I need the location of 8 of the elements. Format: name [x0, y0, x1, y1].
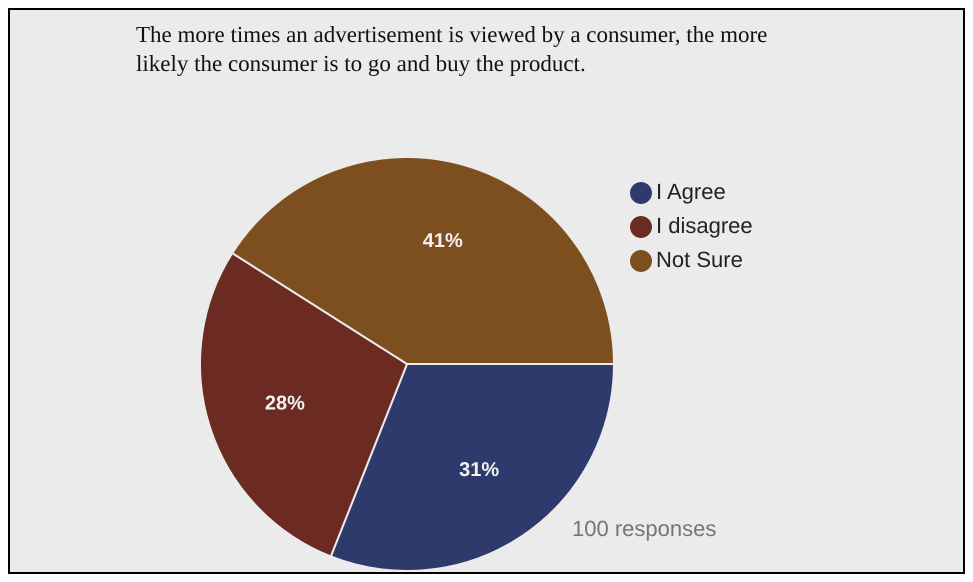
chart-title: The more times an advertisement is viewed by a consumer, the more likely the consumer is to go and buy the product.	[136, 21, 768, 78]
legend-label: I Agree	[656, 179, 726, 204]
legend-label: Not Sure	[656, 247, 743, 272]
data-label: 41%	[422, 230, 464, 252]
data-label: 28%	[264, 392, 306, 415]
legend-label: I disagree	[656, 213, 753, 238]
text: 100 responses	[572, 516, 716, 542]
data-label: 31%	[459, 459, 500, 482]
